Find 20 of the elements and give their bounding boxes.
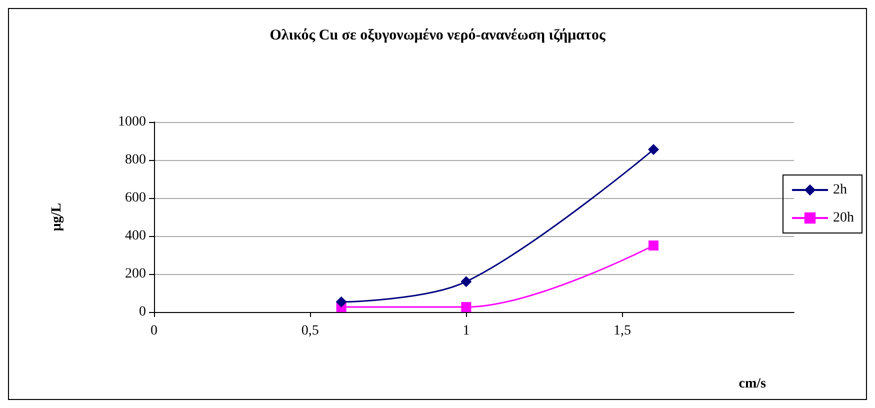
x-tick-label: 1 <box>462 324 470 338</box>
y-tick-label: 200 <box>125 266 146 282</box>
legend-label: 20h <box>833 210 854 226</box>
y-tick-label: 400 <box>125 228 146 244</box>
point <box>336 296 347 308</box>
x-tick-label: 0 <box>150 324 158 338</box>
point <box>648 240 659 250</box>
x-tick-label: 0,5 <box>301 324 319 338</box>
x-axis-title: cm/s <box>738 376 767 392</box>
chart-title: Ολικός Cu σε οξυγονωμένο νερό-ανανέωση ιζήματος <box>270 28 606 44</box>
point <box>460 276 472 288</box>
y-tick-label: 1000 <box>118 114 146 130</box>
y-tick-label: 600 <box>125 190 146 206</box>
y-tick-label: 800 <box>125 152 146 168</box>
y-axis-title: μg/L <box>50 202 64 232</box>
point <box>648 144 660 156</box>
legend-label: 2h <box>833 182 847 198</box>
point <box>461 302 472 312</box>
y-tick-label: 0 <box>139 304 146 320</box>
x-tick-label: 1,5 <box>614 324 632 338</box>
